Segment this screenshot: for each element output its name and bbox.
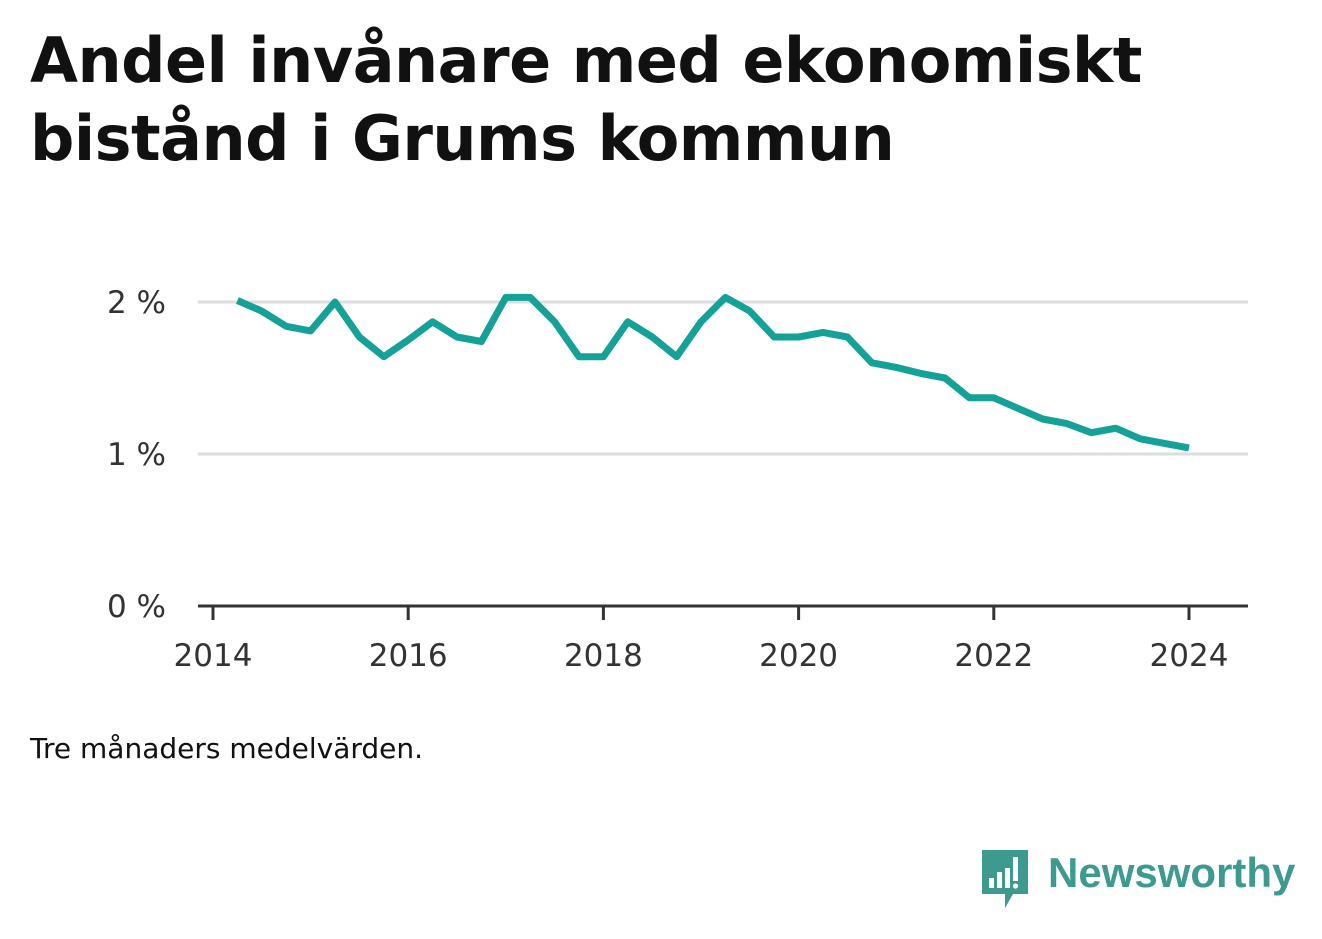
y-tick-label: 2 % (107, 285, 166, 321)
brand-name: Newsworthy (1048, 849, 1296, 896)
y-tick-labels: 0 % 1 % 2 % (107, 285, 166, 625)
x-tick-label: 2016 (369, 638, 448, 674)
x-tick-labels: 2014 2016 2018 2020 2022 2024 (174, 638, 1229, 674)
footnote: Tre månaders medelvärden. (30, 732, 424, 765)
x-tick-label: 2024 (1150, 638, 1229, 674)
series-line (236, 293, 1190, 452)
data-series (236, 293, 1190, 452)
x-tick-label: 2020 (759, 638, 838, 674)
line-chart: 0 % 1 % 2 % 2014 2016 2018 2020 2022 2024 (107, 285, 1248, 674)
bar-chart-speech-bubble-icon (982, 850, 1028, 908)
x-tick-label: 2022 (954, 638, 1033, 674)
brand-logo: Newsworthy (980, 848, 1295, 912)
x-axis (198, 604, 1248, 620)
x-tick-label: 2014 (174, 638, 253, 674)
y-tick-label: 1 % (107, 437, 166, 473)
x-tick-label: 2018 (564, 638, 643, 674)
y-tick-label: 0 % (107, 589, 166, 625)
chart-title: Andel invånare med ekonomiskt bistånd i … (30, 24, 1142, 175)
